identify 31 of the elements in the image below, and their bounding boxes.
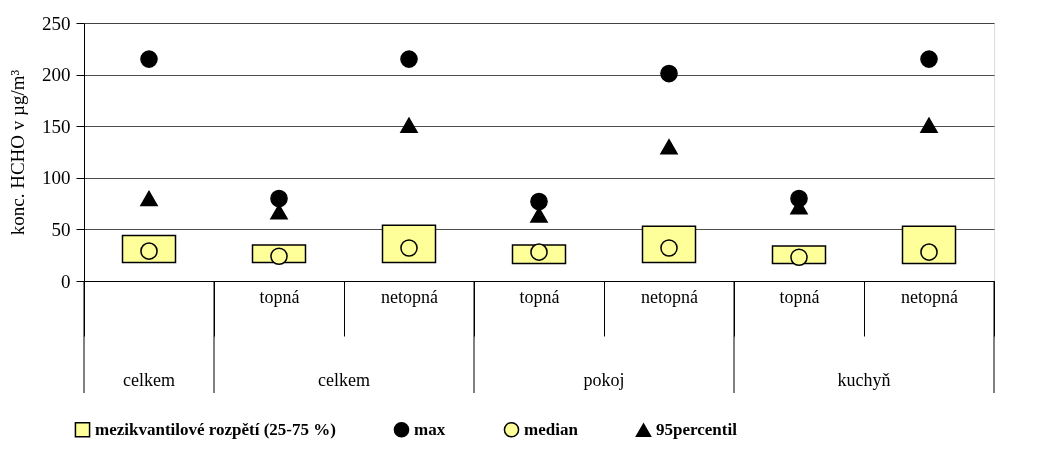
y-tick-label: 0	[61, 270, 71, 292]
point	[140, 50, 158, 68]
point	[530, 192, 548, 211]
y-tick-label: 100	[42, 167, 71, 189]
y-tick-label: 200	[42, 64, 71, 86]
x-tick-label: topná	[779, 286, 820, 307]
point	[400, 117, 418, 133]
point	[400, 50, 418, 68]
point	[920, 117, 938, 133]
y-tick-label: 150	[42, 115, 71, 137]
text: kuchyň	[837, 370, 891, 390]
legend-label: mezikvantilové rozpětí (25-75 %)	[95, 419, 336, 439]
point	[660, 64, 678, 83]
legend-label: 95percentil	[656, 420, 738, 440]
point	[920, 50, 938, 68]
x-tick-label: netopná	[381, 286, 438, 307]
x-tick-label: topná	[519, 286, 560, 307]
text: celkem	[123, 370, 175, 390]
point	[660, 139, 678, 155]
legend-label: median	[524, 419, 579, 439]
y-axis-title: konc. HCHO v µg/m³	[7, 69, 28, 236]
y-tick-label: 250	[42, 12, 71, 34]
text: celkem	[318, 370, 370, 390]
legend-label: max	[414, 419, 446, 439]
x-tick-label: netopná	[901, 286, 958, 307]
x-tick-label: netopná	[641, 286, 698, 307]
point	[270, 189, 288, 208]
text: pokoj	[583, 370, 625, 390]
point	[140, 190, 158, 207]
y-tick-label: 50	[51, 218, 71, 240]
x-tick-label: topná	[259, 286, 300, 307]
